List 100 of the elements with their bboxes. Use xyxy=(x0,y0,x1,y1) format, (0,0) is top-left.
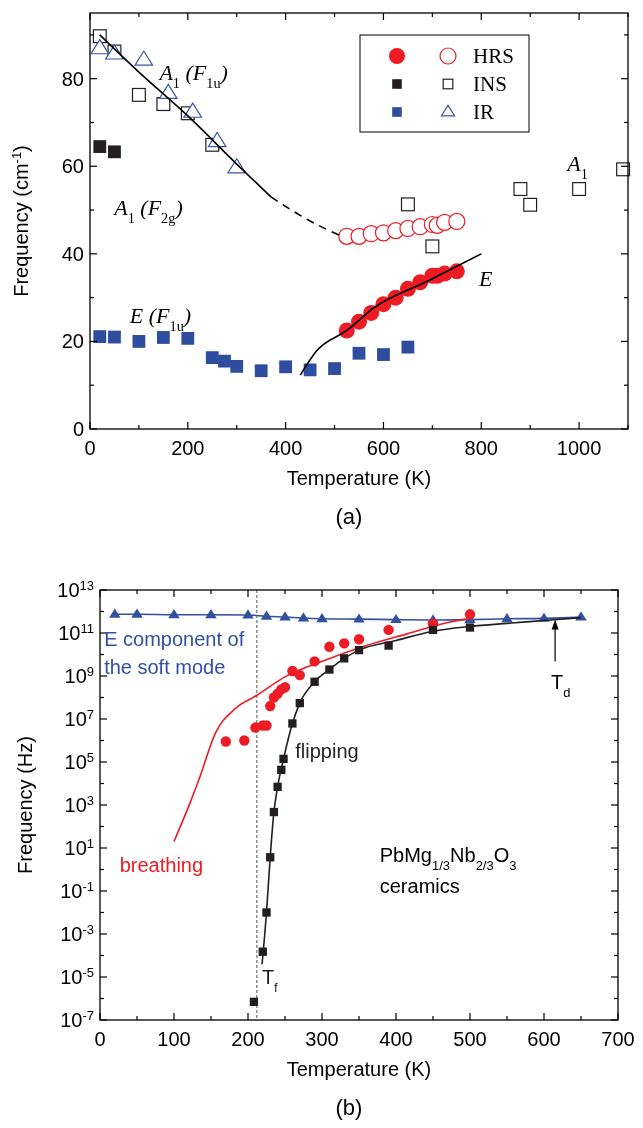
y-tick-label: 10$^{-3}$ xyxy=(60,921,94,945)
y-tick-label: 10$^{-1}$ xyxy=(60,878,94,902)
point xyxy=(230,359,244,373)
point xyxy=(523,197,538,212)
point xyxy=(501,613,513,623)
annotation: A$_{1}$ (F$_{1u}$) xyxy=(157,59,228,91)
x-tick-label: 600 xyxy=(527,1028,561,1050)
point xyxy=(205,351,219,365)
x-tick-label: 600 xyxy=(366,437,401,459)
point xyxy=(239,735,250,746)
ref-line-label: T$_{f}$ xyxy=(261,966,279,995)
point xyxy=(108,330,121,344)
point xyxy=(400,197,415,212)
x-tick-label: 200 xyxy=(231,1028,265,1050)
point xyxy=(425,239,440,254)
x-tick-label: 400 xyxy=(379,1028,413,1050)
legend-label: IR xyxy=(473,100,494,124)
point xyxy=(131,87,146,102)
point xyxy=(183,102,203,118)
point xyxy=(181,331,195,345)
y-tick-label: 60 xyxy=(61,155,84,178)
y-tick-label: 40 xyxy=(61,242,84,265)
annotation: A$_{1}$ (F$_{2g}$) xyxy=(112,195,183,227)
annotation: A$_{1}$ xyxy=(565,151,588,183)
point xyxy=(109,608,121,618)
series-label: flipping xyxy=(295,739,359,762)
point xyxy=(448,263,465,280)
point xyxy=(218,354,231,368)
x-tick-label: 700 xyxy=(601,1028,635,1050)
point xyxy=(377,348,390,361)
series-label: breathing xyxy=(119,853,204,876)
y-tick-label: 0 xyxy=(72,418,84,440)
series-label: E component of the soft mode xyxy=(104,627,245,678)
point xyxy=(464,609,476,620)
text: (b) xyxy=(335,1095,363,1120)
y-tick-label: 10$^{5}$ xyxy=(64,749,94,773)
point xyxy=(297,612,310,622)
point xyxy=(262,908,271,917)
point xyxy=(401,340,415,354)
x-tick-label: 200 xyxy=(171,437,205,459)
x-tick-label: 800 xyxy=(464,437,498,459)
point xyxy=(324,641,335,652)
annotation: E (F$_{1u}$) xyxy=(128,302,192,334)
point xyxy=(254,364,268,378)
point xyxy=(108,145,121,159)
legend-label: HRS xyxy=(473,44,514,68)
point xyxy=(325,665,334,674)
point xyxy=(260,610,273,620)
y-tick-label: 10$^{13}$ xyxy=(57,577,94,601)
point xyxy=(220,736,231,747)
point xyxy=(352,346,366,360)
point xyxy=(279,360,293,374)
y-tick-label: 10$^{-5}$ xyxy=(60,964,94,988)
y-tick-label: 10$^{-7}$ xyxy=(60,1007,94,1031)
y-tick-label: 20 xyxy=(61,330,84,353)
point xyxy=(265,700,276,712)
y-tick-label: 10$^{7}$ xyxy=(64,706,94,730)
x-tick-label: 100 xyxy=(157,1028,191,1050)
x-tick-label: 300 xyxy=(305,1028,339,1050)
point xyxy=(383,624,394,636)
point xyxy=(513,182,528,197)
point xyxy=(384,641,393,650)
x-tick-label: 500 xyxy=(453,1028,487,1050)
point xyxy=(279,611,291,621)
x-tick-label: 400 xyxy=(268,437,303,459)
point xyxy=(328,362,341,375)
text: (a) xyxy=(335,504,363,529)
y-tick-label: 10$^{3}$ xyxy=(64,792,94,816)
x-axis-title: Temperature (K) xyxy=(286,467,432,489)
point xyxy=(294,669,305,681)
point xyxy=(156,331,170,344)
point xyxy=(279,682,291,693)
point xyxy=(353,613,365,623)
point xyxy=(353,634,365,645)
point xyxy=(205,608,217,619)
point xyxy=(131,608,143,618)
y-axis-title: Frequency (Hz) xyxy=(14,736,36,874)
x-tick-label: 1000 xyxy=(556,437,602,459)
point xyxy=(288,719,297,728)
point xyxy=(90,39,110,55)
legend-label: INS xyxy=(473,72,507,96)
annotation: ceramics xyxy=(379,875,460,898)
point xyxy=(249,997,259,1006)
y-tick-label: 10$^{1}$ xyxy=(64,835,94,859)
point xyxy=(339,638,350,649)
annotation: E xyxy=(477,265,493,291)
point xyxy=(134,50,154,66)
point xyxy=(93,330,107,343)
point xyxy=(132,335,146,348)
y-tick-label: 10$^{9}$ xyxy=(64,663,94,687)
annotation: PbMg$_{1/3}$Nb$_{2/3}$O$_{3}$ xyxy=(379,844,517,873)
point xyxy=(448,212,466,231)
point xyxy=(572,182,587,197)
point xyxy=(390,613,402,624)
annotation: T$_{d}$ xyxy=(551,671,571,700)
point xyxy=(93,140,107,153)
point xyxy=(168,608,180,619)
x-axis-title: Temperature (K) xyxy=(286,1058,432,1080)
point xyxy=(242,609,254,619)
y-tick-label: 80 xyxy=(61,67,84,90)
